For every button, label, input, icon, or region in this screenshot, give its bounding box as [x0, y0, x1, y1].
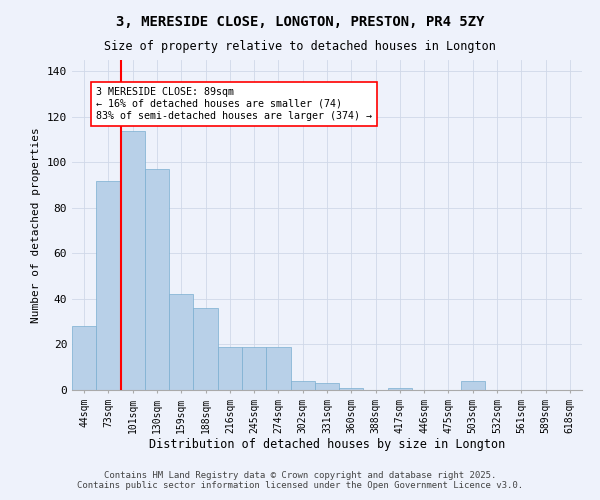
Bar: [315, 383, 339, 390]
Text: 3, MERESIDE CLOSE, LONGTON, PRESTON, PR4 5ZY: 3, MERESIDE CLOSE, LONGTON, PRESTON, PR4…: [116, 15, 484, 29]
Bar: [339, 388, 364, 390]
Bar: [461, 381, 485, 390]
Bar: [193, 308, 218, 390]
Text: Contains HM Land Registry data © Crown copyright and database right 2025.
Contai: Contains HM Land Registry data © Crown c…: [77, 470, 523, 490]
Bar: [121, 130, 145, 390]
Bar: [388, 388, 412, 390]
Text: Size of property relative to detached houses in Longton: Size of property relative to detached ho…: [104, 40, 496, 53]
X-axis label: Distribution of detached houses by size in Longton: Distribution of detached houses by size …: [149, 438, 505, 452]
Bar: [96, 180, 121, 390]
Bar: [242, 347, 266, 390]
Bar: [266, 347, 290, 390]
Bar: [145, 169, 169, 390]
Bar: [169, 294, 193, 390]
Text: 3 MERESIDE CLOSE: 89sqm
← 16% of detached houses are smaller (74)
83% of semi-de: 3 MERESIDE CLOSE: 89sqm ← 16% of detache…: [96, 88, 372, 120]
Bar: [72, 326, 96, 390]
Y-axis label: Number of detached properties: Number of detached properties: [31, 127, 41, 323]
Bar: [290, 381, 315, 390]
Bar: [218, 347, 242, 390]
